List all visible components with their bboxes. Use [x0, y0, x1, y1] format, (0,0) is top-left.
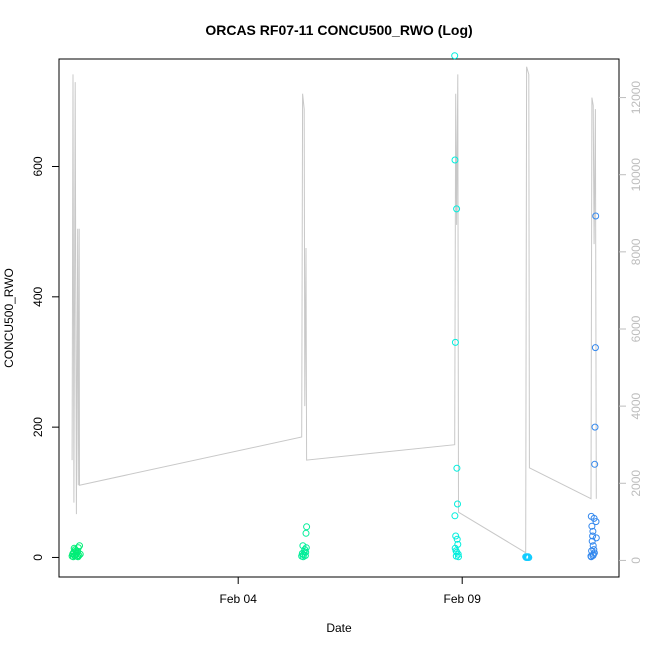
data-point	[454, 550, 462, 558]
data-point	[589, 552, 597, 559]
chart-title: ORCAS RF07-11 CONCU500_RWO (Log)	[205, 22, 472, 38]
y-right-tick-label: 4000	[629, 392, 643, 419]
y-axis-right: 0 2000 4000 6000 8000 10000 12000	[619, 81, 643, 564]
data-point	[589, 527, 597, 535]
y-right-tick-label: 6000	[629, 315, 643, 342]
y-right-tick-label: 10000	[629, 158, 643, 192]
data-point	[302, 548, 310, 556]
data-point	[453, 205, 461, 213]
series-line	[71, 66, 597, 554]
data-point	[302, 529, 310, 537]
data-point	[455, 553, 462, 561]
y-left-tick-label: 600	[31, 156, 45, 176]
data-point	[588, 522, 596, 530]
y-right-tick-label: 2000	[629, 470, 643, 497]
data-point	[591, 344, 599, 352]
data-point	[592, 518, 600, 526]
data-point	[525, 554, 533, 561]
x-axis-label: Date	[326, 621, 352, 635]
data-point	[451, 156, 459, 164]
data-point	[74, 553, 82, 561]
data-point	[592, 212, 600, 220]
data-point	[452, 532, 460, 540]
y-axis-label: CONCU500_RWO	[2, 268, 16, 368]
data-point	[453, 535, 461, 543]
data-point	[592, 534, 600, 542]
data-point	[451, 52, 459, 60]
x-axis: Feb 04 Feb 09	[220, 577, 482, 606]
y-right-tick-label: 8000	[629, 238, 643, 265]
data-point	[453, 464, 461, 472]
data-point	[587, 553, 595, 561]
data-point	[589, 542, 597, 550]
y-left-tick-label: 200	[31, 417, 45, 437]
line-layer	[71, 66, 597, 554]
data-point	[303, 523, 311, 531]
y-left-tick-label: 0	[31, 554, 45, 561]
data-point	[591, 423, 599, 431]
y-right-tick-label: 12000	[629, 81, 643, 115]
data-point	[451, 544, 459, 552]
data-point	[591, 460, 599, 468]
x-tick-label: Feb 09	[444, 592, 482, 606]
point-layer	[68, 52, 600, 561]
data-point	[524, 553, 532, 561]
y-axis-left: 0 200 400 600	[31, 156, 59, 561]
data-point	[589, 532, 597, 540]
data-point	[587, 512, 595, 520]
x-tick-label: Feb 04	[220, 592, 258, 606]
plot-frame	[58, 58, 620, 578]
data-point	[453, 548, 461, 556]
y-left-tick-label: 400	[31, 286, 45, 306]
y-right-tick-label: 0	[629, 557, 643, 564]
data-point	[451, 512, 459, 520]
data-point	[69, 550, 77, 557]
data-point	[302, 544, 310, 552]
data-point	[454, 500, 461, 508]
data-point	[451, 338, 459, 346]
